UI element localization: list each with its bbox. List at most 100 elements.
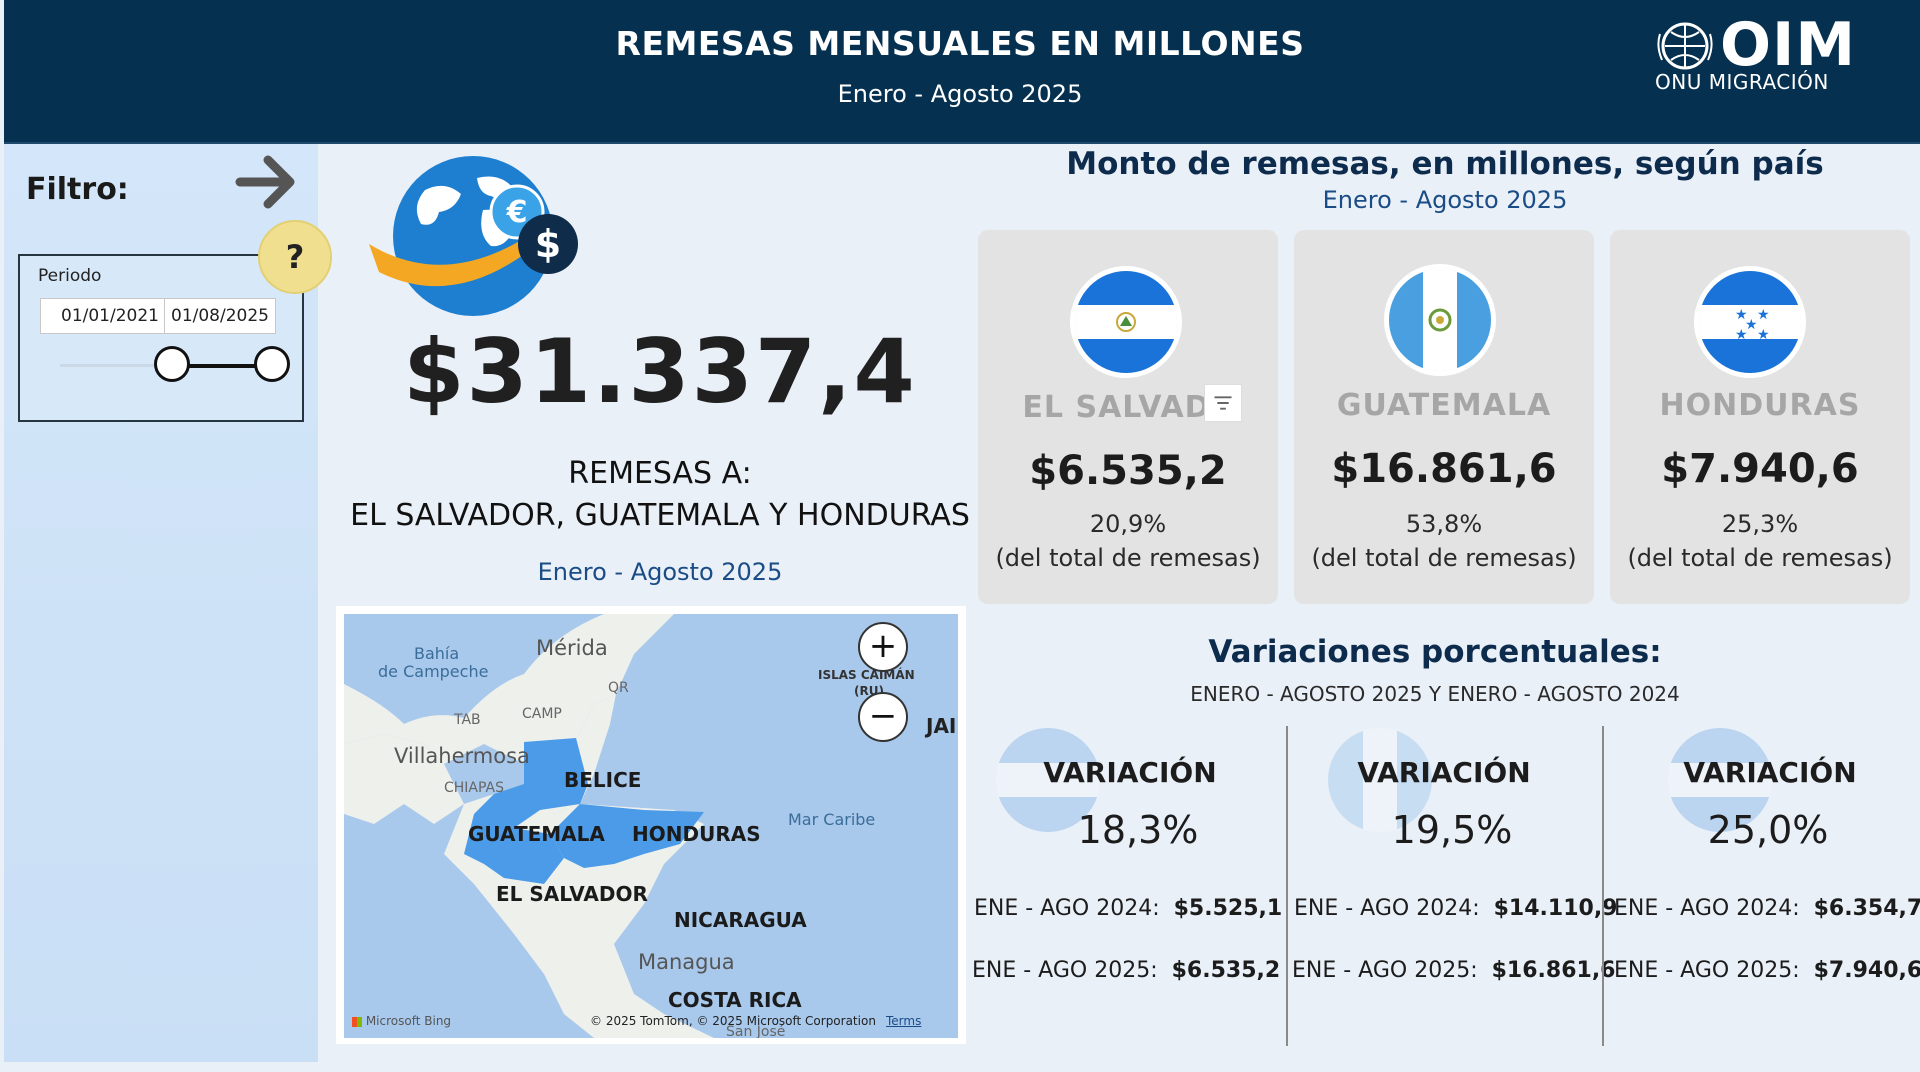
pct-note-honduras: (del total de remesas) [1627,544,1893,572]
start-date-input[interactable]: 01/01/2021 [40,298,180,334]
pct-el-salvador: 20,9% [1089,510,1167,538]
remittances-to-label: REMESAS A: [568,456,752,491]
svg-text:€: € [506,195,528,230]
amounts-section-title: Monto de remesas, en millones, según paí… [1066,146,1824,182]
map-label-camp: CAMP [522,706,562,722]
arrow-right-icon[interactable] [232,148,302,216]
variation-2025-label: ENE - AGO 2025: [1292,958,1478,983]
divider [1286,726,1288,1046]
amount-guatemala: $16.861,6 [1331,446,1557,492]
money-globe-icon: € $ [369,156,578,316]
slider-end-handle[interactable] [254,346,290,382]
map-label-managua: Managua [638,950,735,974]
zoom-in-button[interactable]: + [858,622,908,672]
variation-2024-label: ENE - AGO 2024: [1294,896,1480,921]
svg-text:★: ★ [1745,317,1758,333]
svg-text:★: ★ [1735,327,1748,343]
variation-2024-guatemala: ENE - AGO 2024: $14.110,9 [1294,896,1617,921]
slider-track [60,364,170,367]
period-filter [18,254,304,422]
svg-text:★: ★ [1735,307,1748,323]
variation-2025-guatemala: ENE - AGO 2025: $16.861,6 [1292,958,1615,983]
help-button[interactable]: ? [258,220,332,294]
filter-label: Filtro: [26,172,129,207]
country-name-el-salvador: EL SALVADC [1022,390,1234,425]
map-label-villahermosa: Villahermosa [394,744,530,768]
page-title: REMESAS MENSUALES EN MILLONES [615,24,1305,63]
remittances-countries-label: EL SALVADOR, GUATEMALA Y HONDURAS [350,498,970,533]
page-subtitle: Enero - Agosto 2025 [837,80,1083,108]
variation-2024-label: ENE - AGO 2024: [974,896,1160,921]
variation-2025-value: $16.861,6 [1491,958,1616,983]
variation-2025-el-salvador: ENE - AGO 2025: $6.535,2 [972,958,1280,983]
pct-note-el-salvador: (del total de remesas) [995,544,1261,572]
total-remittances-value: $31.337,4 [403,320,917,423]
map-label-mar-caribe: Mar Caribe [788,810,876,829]
honduras-flag-icon: ★ ★ ★ ★ ★ [1694,266,1806,378]
variation-label-1: VARIACIÓN [1043,756,1217,789]
variation-label-2: VARIACIÓN [1357,756,1531,789]
map-label-san-jose: San José [726,1024,786,1038]
map-label-el-salvador: EL SALVADOR [496,882,648,906]
map-label-honduras: HONDURAS [632,822,761,846]
variation-2025-honduras: ENE - AGO 2025: $7.940,6 [1614,958,1920,983]
country-name-honduras: HONDURAS [1659,388,1861,423]
svg-text:$: $ [535,222,561,266]
variation-2024-el-salvador: ENE - AGO 2024: $5.525,1 [974,896,1282,921]
pct-honduras: 25,3% [1721,510,1799,538]
variation-2025-value: $7.940,6 [1813,958,1920,983]
map-label-jamaica: JAI [926,714,957,738]
map-label-nicaragua: NICARAGUA [674,908,807,932]
variation-2025-label: ENE - AGO 2025: [972,958,1158,983]
map-label-chiapas: CHIAPAS [444,780,505,796]
variations-subtitle: ENERO - AGOSTO 2025 Y ENERO - AGOSTO 202… [1190,682,1680,706]
divider [1602,726,1604,1046]
amounts-section-subtitle: Enero - Agosto 2025 [1322,186,1568,214]
variations-title: Variaciones porcentuales: [1208,634,1662,670]
variation-2025-value: $6.535,2 [1171,958,1281,983]
un-emblem-icon [1657,22,1713,70]
variation-label-3: VARIACIÓN [1683,756,1857,789]
summary-period: Enero - Agosto 2025 [537,558,783,586]
variation-2025-label: ENE - AGO 2025: [1614,958,1800,983]
variation-2024-value: $14.110,9 [1493,896,1618,921]
slider-start-handle[interactable] [154,346,190,382]
amount-el-salvador: $6.535,2 [1029,448,1227,494]
bing-label: Microsoft Bing [365,1014,452,1028]
svg-text:★: ★ [1757,327,1770,343]
map-copyright: © 2025 TomTom, © 2025 Microsoft Corporat… [590,1014,876,1028]
map-label-merida: Mérida [536,636,608,660]
guatemala-flag-icon [1384,264,1496,376]
map-label-bay: Bahía [414,644,460,663]
zoom-out-button[interactable]: − [858,692,908,742]
slider-range [172,364,272,368]
svg-text:★: ★ [1757,307,1770,323]
oim-logo-subtitle: ONU MIGRACIÓN [1655,70,1829,94]
map-label-qr: QR [608,680,629,696]
pct-guatemala: 53,8% [1405,510,1483,538]
pct-note-guatemala: (del total de remesas) [1311,544,1577,572]
end-date-input[interactable]: 01/08/2025 [164,298,276,334]
header-bar [4,0,1920,144]
amount-honduras: $7.940,6 [1661,446,1859,492]
variation-value-honduras: 25,0% [1707,808,1829,852]
period-label: Periodo [38,266,102,286]
bing-attribution: Microsoft Bing [352,1014,451,1028]
map-label-costa-rica: COSTA RICA [668,988,802,1012]
map-land [344,614,714,1038]
country-name-guatemala: GUATEMALA [1336,388,1552,423]
variation-2024-value: $6.354,7 [1813,896,1920,921]
microsoft-logo-icon [352,1016,362,1027]
variation-value-el-salvador: 18,3% [1077,808,1199,852]
el-salvador-flag-icon [1070,266,1182,378]
map-label-bay2: de Campeche [378,662,489,681]
oim-logo: OIM [1720,10,1857,80]
guatemala-faded-flag-icon [1328,728,1432,832]
filter-icon[interactable] [1204,384,1242,422]
map-terms-link[interactable]: Terms [886,1014,922,1028]
map-label-guatemala: GUATEMALA [468,822,605,846]
map-view[interactable]: Bahía de Campeche Mérida QR TAB CAMP Vil… [344,614,958,1038]
variation-2024-value: $5.525,1 [1173,896,1283,921]
map-label-tab: TAB [454,712,481,728]
variation-value-guatemala: 19,5% [1391,808,1513,852]
